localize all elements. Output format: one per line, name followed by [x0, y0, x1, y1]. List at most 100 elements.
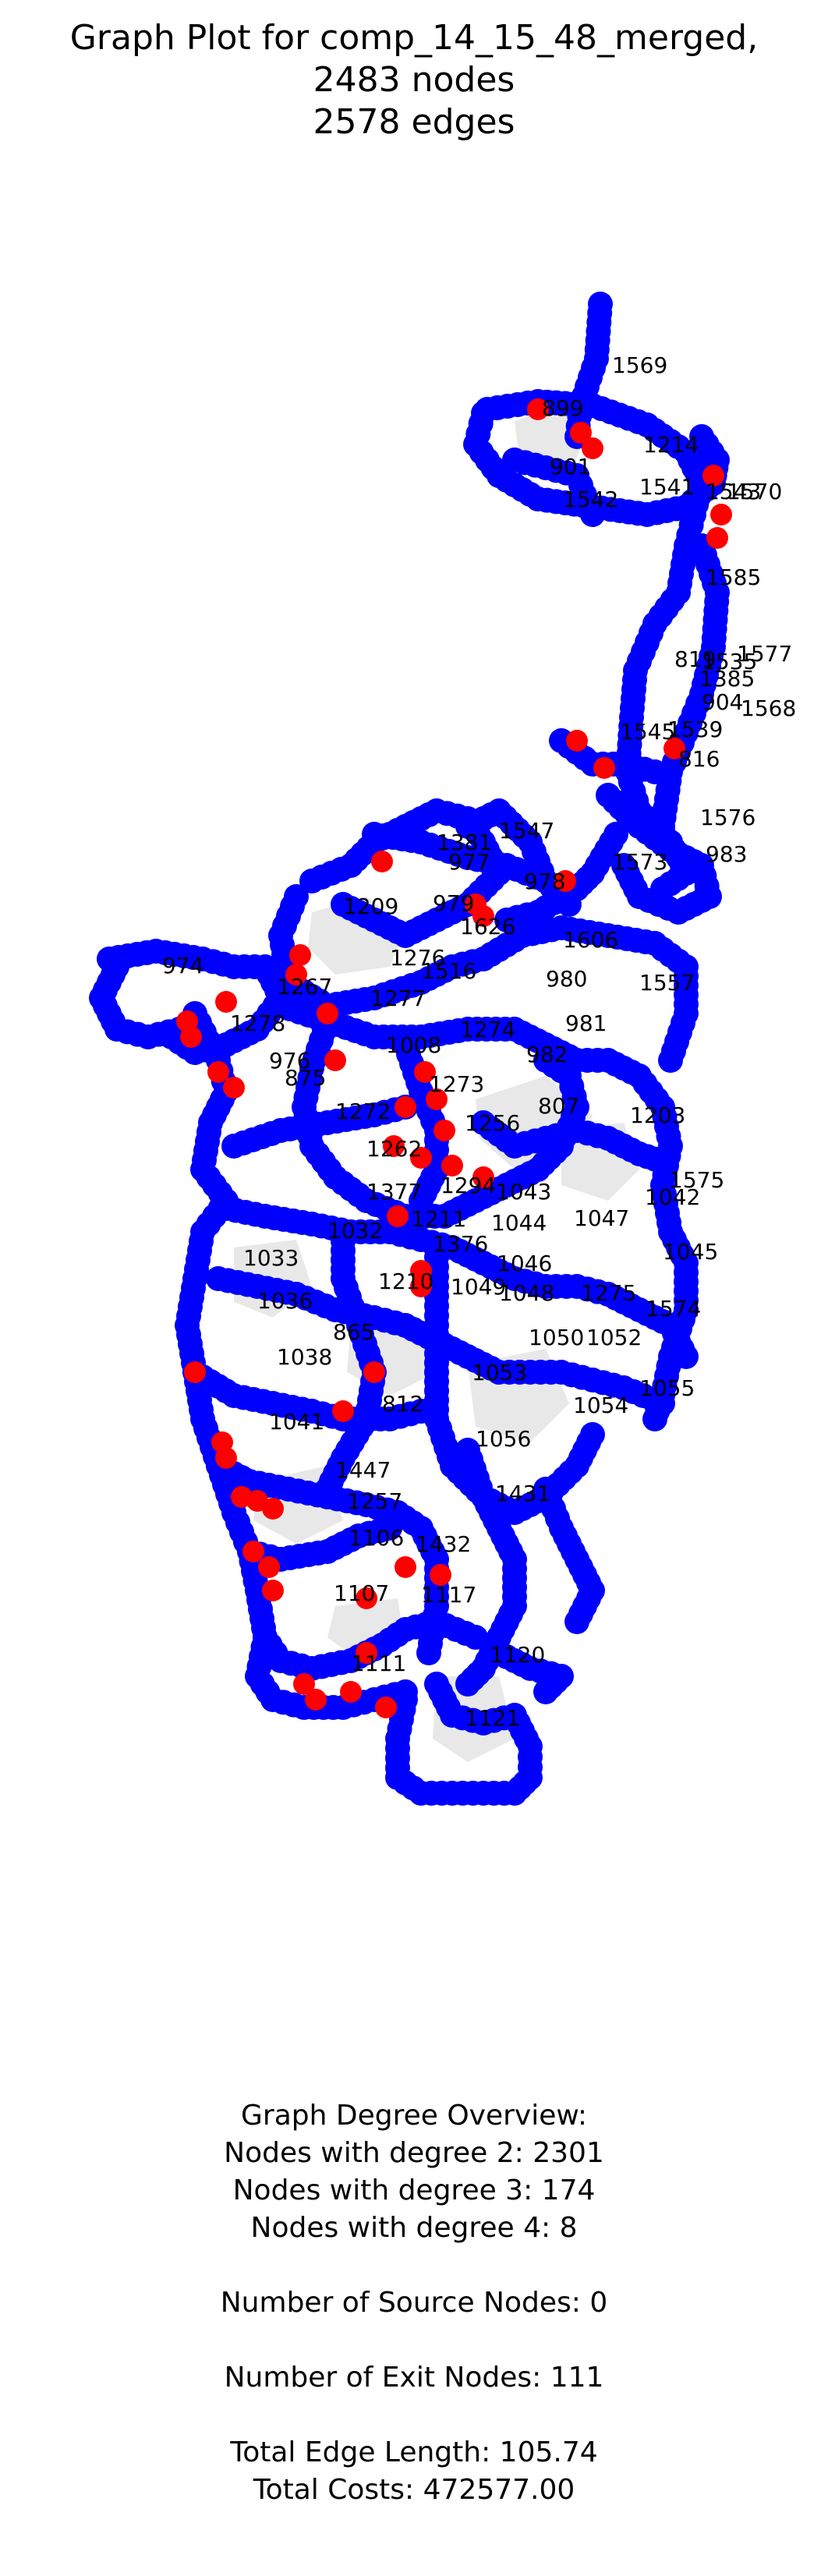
exit-node [395, 1096, 416, 1118]
node-label: 1117 [421, 1582, 476, 1608]
node-label: 1377 [366, 1179, 422, 1205]
graph-node [533, 1679, 558, 1704]
node-label: 1267 [277, 974, 332, 1000]
graph-node [409, 1399, 433, 1424]
node-label: 1256 [465, 1110, 520, 1136]
node-label: 1447 [335, 1457, 391, 1483]
node-label: 819 [674, 646, 716, 672]
node-label: 1626 [460, 914, 515, 939]
graph-node [650, 1149, 675, 1174]
summary-degree-2: Nodes with degree 2: 2301 [224, 2137, 604, 2169]
node-label: 1121 [465, 1705, 520, 1731]
node-label: 1107 [334, 1580, 389, 1606]
graph-node [642, 759, 667, 784]
node-label: 1036 [257, 1288, 313, 1314]
node-label: 1032 [327, 1218, 383, 1244]
node-label: 1541 [639, 474, 695, 500]
graph-node [533, 1048, 558, 1073]
node-label: 1432 [416, 1531, 471, 1557]
node-label: 901 [550, 454, 591, 479]
node-label: 1052 [586, 1325, 642, 1350]
node-label: 1120 [490, 1642, 545, 1668]
node-label: 1209 [343, 893, 398, 919]
exit-node [223, 1077, 245, 1099]
node-label: 875 [285, 1065, 326, 1091]
node-label: 1547 [499, 818, 554, 844]
exit-node [710, 504, 732, 525]
exit-node [262, 1580, 284, 1601]
summary-degree-4: Nodes with degree 4: 8 [250, 2212, 578, 2244]
node-label: 1043 [496, 1179, 551, 1205]
exit-node [410, 1260, 432, 1282]
node-label: 1111 [351, 1651, 406, 1676]
node-label: 816 [678, 746, 720, 772]
exit-node [340, 1681, 362, 1703]
node-label: 1044 [491, 1210, 547, 1236]
node-label: 1294 [441, 1173, 496, 1198]
graph-node [416, 1640, 441, 1665]
exit-node [258, 1556, 280, 1578]
exit-node [289, 944, 311, 966]
node-label: 1535 [702, 649, 757, 674]
node-label: 1545 [620, 719, 675, 745]
node-label: 1585 [706, 564, 761, 590]
summary-heading: Graph Degree Overview: [241, 2100, 587, 2132]
node-label: 1262 [366, 1136, 422, 1162]
node-label: 1203 [630, 1102, 685, 1128]
summary-edge-length: Total Edge Length: 105.74 [230, 2436, 598, 2468]
node-label: 1272 [335, 1099, 391, 1124]
exit-node [184, 1361, 206, 1383]
node-label: 1210 [378, 1269, 433, 1294]
exit-node [663, 738, 685, 759]
graph-node [494, 908, 519, 932]
node-label: 1516 [421, 958, 476, 984]
node-label: 1211 [411, 1206, 466, 1232]
summary-costs: Total Costs: 472577.00 [253, 2474, 575, 2506]
graph-node [650, 1391, 675, 1416]
exit-node [554, 870, 576, 892]
graph-node [658, 1048, 683, 1073]
exit-node [207, 1061, 229, 1083]
node-label: 1606 [563, 927, 618, 953]
node-label: 1048 [499, 1280, 554, 1306]
exit-node [242, 1541, 264, 1562]
graph-node [533, 869, 558, 893]
exit-node [215, 991, 237, 1013]
node-label: 983 [706, 841, 747, 867]
node-label: 1054 [573, 1392, 628, 1418]
exit-node [317, 1003, 338, 1024]
title-line-3: 2578 edges [313, 102, 515, 142]
exit-node [387, 1205, 409, 1227]
exit-node [262, 1498, 284, 1520]
node-label: 1047 [574, 1205, 629, 1231]
node-label: 904 [702, 689, 743, 715]
exit-node [410, 1276, 432, 1297]
node-label: 1049 [451, 1274, 506, 1300]
node-label: 865 [333, 1319, 374, 1345]
exit-node [410, 1147, 432, 1169]
graph-node [611, 853, 636, 878]
exit-node [293, 1673, 315, 1695]
summary-degree-3: Nodes with degree 3: 174 [232, 2174, 596, 2206]
exit-node [570, 422, 592, 444]
node-label: 1573 [612, 849, 667, 875]
node-label: 1038 [277, 1344, 332, 1370]
node-label: 1385 [699, 666, 755, 692]
exit-node [430, 1564, 451, 1586]
node-label: 1053 [472, 1360, 527, 1385]
graph-node [393, 1687, 418, 1712]
node-label: 1257 [347, 1488, 402, 1514]
node-label: 1045 [663, 1239, 718, 1265]
node-label: 1008 [386, 1032, 441, 1058]
exit-node [582, 437, 603, 459]
plot-title: Graph Plot for comp_14_15_48_merged, 248… [0, 17, 828, 143]
exit-node [363, 1361, 385, 1383]
node-label: 1575 [669, 1167, 724, 1193]
node-label: 1055 [639, 1375, 695, 1401]
node-label: 979 [433, 890, 474, 916]
node-label: 1568 [741, 695, 796, 721]
node-label: 1276 [390, 945, 445, 971]
exit-node [332, 1400, 354, 1422]
node-label: 978 [524, 869, 565, 894]
